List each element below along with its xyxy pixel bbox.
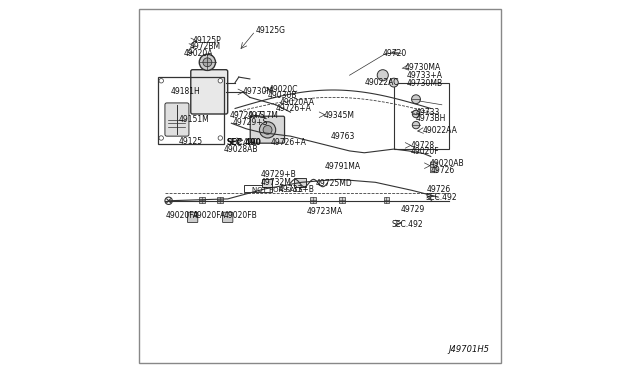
Text: 49763: 49763 [331, 132, 355, 141]
Text: 49729+B: 49729+B [260, 170, 296, 179]
Bar [339, 197, 345, 203]
Bar [244, 185, 272, 192]
FancyBboxPatch shape [294, 178, 306, 187]
Text: 49020AB: 49020AB [430, 159, 465, 169]
Text: 49720: 49720 [383, 49, 407, 58]
Text: 49151M: 49151M [179, 115, 210, 124]
Circle shape [159, 136, 163, 140]
Circle shape [218, 78, 223, 83]
Text: 49125P: 49125P [193, 36, 221, 45]
FancyBboxPatch shape [250, 116, 285, 143]
Circle shape [259, 122, 276, 138]
Text: 49723MA: 49723MA [307, 207, 343, 217]
Text: 49726: 49726 [427, 185, 451, 194]
FancyBboxPatch shape [430, 162, 437, 167]
Text: SEC.490: SEC.490 [227, 138, 262, 147]
FancyBboxPatch shape [165, 103, 189, 136]
Text: 49020F: 49020F [410, 147, 439, 156]
Circle shape [263, 125, 272, 134]
Circle shape [412, 110, 420, 118]
Text: 49020FB: 49020FB [224, 211, 258, 220]
Bar [199, 197, 205, 203]
Text: 49020A: 49020A [184, 49, 213, 58]
Text: 49730MA: 49730MA [405, 63, 441, 72]
Circle shape [412, 121, 420, 129]
Circle shape [159, 78, 163, 83]
Text: 49020C: 49020C [268, 85, 298, 94]
Circle shape [218, 136, 223, 140]
Circle shape [377, 70, 388, 81]
Text: J49701H5: J49701H5 [448, 345, 489, 354]
Text: 49020FA: 49020FA [166, 211, 199, 220]
Text: 49729+S: 49729+S [232, 118, 268, 127]
Text: 49022AC: 49022AC [364, 78, 399, 87]
Text: 49726: 49726 [431, 166, 455, 174]
Text: 49345M: 49345M [324, 111, 355, 121]
Text: 49730MB: 49730MB [407, 79, 443, 88]
Bar [394, 83, 449, 149]
Text: 49125: 49125 [179, 137, 203, 146]
Text: 49028AB: 49028AB [224, 145, 259, 154]
Text: SEC.492: SEC.492 [425, 193, 457, 202]
Text: 49022AA: 49022AA [422, 126, 458, 135]
Text: 49181H: 49181H [170, 87, 200, 96]
Text: 49725MD: 49725MD [316, 179, 352, 187]
Text: 49728: 49728 [410, 141, 435, 150]
Text: 49726+A: 49726+A [270, 138, 306, 147]
Text: 4972BM: 4972BM [190, 42, 221, 51]
Text: 49729: 49729 [401, 205, 425, 214]
Text: 49733: 49733 [416, 108, 440, 117]
Text: 49729+S: 49729+S [230, 111, 265, 121]
Text: 49726+A: 49726+A [276, 104, 312, 113]
FancyBboxPatch shape [262, 179, 273, 187]
Circle shape [199, 54, 216, 70]
Text: SEC.492: SEC.492 [392, 219, 424, 228]
Bar [383, 197, 389, 203]
Circle shape [389, 78, 398, 87]
Text: 49733+A: 49733+A [407, 71, 443, 80]
Bar [218, 197, 223, 203]
Text: 49020AA: 49020AA [280, 99, 314, 108]
Text: 49730M: 49730M [243, 87, 273, 96]
Circle shape [165, 197, 172, 205]
Text: SEC.490: SEC.490 [227, 138, 259, 147]
Text: 49020FA: 49020FA [193, 211, 226, 220]
Text: 49732M: 49732M [261, 178, 292, 187]
Text: 49030B: 49030B [268, 91, 297, 100]
Circle shape [412, 95, 420, 104]
Text: 4973BH: 4973BH [415, 114, 445, 123]
Circle shape [203, 58, 212, 67]
FancyBboxPatch shape [430, 167, 437, 173]
Text: 49125G: 49125G [255, 26, 285, 35]
Text: NOT FOR SALE: NOT FOR SALE [252, 187, 303, 193]
FancyBboxPatch shape [188, 212, 198, 222]
Text: 49791MA: 49791MA [324, 162, 360, 171]
Text: 49717M: 49717M [247, 111, 278, 121]
FancyBboxPatch shape [223, 212, 233, 222]
Text: 49733+B: 49733+B [278, 185, 314, 194]
Bar [310, 197, 316, 203]
FancyBboxPatch shape [191, 70, 228, 114]
